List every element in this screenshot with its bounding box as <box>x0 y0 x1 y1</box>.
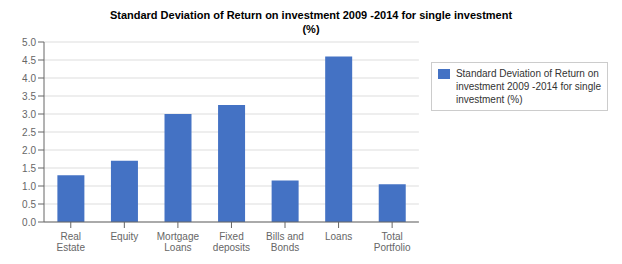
svg-text:3.5: 3.5 <box>22 91 36 102</box>
svg-text:3.0: 3.0 <box>22 109 36 120</box>
svg-text:Fixeddeposits: Fixeddeposits <box>213 231 250 253</box>
svg-text:0.5: 0.5 <box>22 199 36 210</box>
svg-text:2.5: 2.5 <box>22 127 36 138</box>
svg-text:Equity: Equity <box>110 231 138 242</box>
html-text:Standard Deviation of Return o: Standard Deviation of Return on <box>455 68 599 79</box>
svg-text:1.0: 1.0 <box>22 181 36 192</box>
svg-text:MortgageLoans: MortgageLoans <box>157 231 200 253</box>
svg-text:TotalPortfolio: TotalPortfolio <box>374 231 411 253</box>
svg-text:Loans: Loans <box>325 231 352 242</box>
svg-text:2.0: 2.0 <box>22 145 36 156</box>
svg-text:4.0: 4.0 <box>22 73 36 84</box>
html-text:investment (%): investment (%) <box>455 94 523 105</box>
html-text:Standard Deviation of Return o: Standard Deviation of Return on investme… <box>109 9 513 21</box>
svg-text:Bills andBonds: Bills andBonds <box>266 231 304 253</box>
svg-text:4.5: 4.5 <box>22 55 36 66</box>
svg-text:0.0: 0.0 <box>22 217 36 228</box>
html-text:investment 2009 -2014 for sing: investment 2009 -2014 for single <box>455 81 601 92</box>
svg-text:RealEstate: RealEstate <box>57 231 86 253</box>
svg-text:1.5: 1.5 <box>22 163 36 174</box>
svg-text:5.0: 5.0 <box>22 37 36 48</box>
